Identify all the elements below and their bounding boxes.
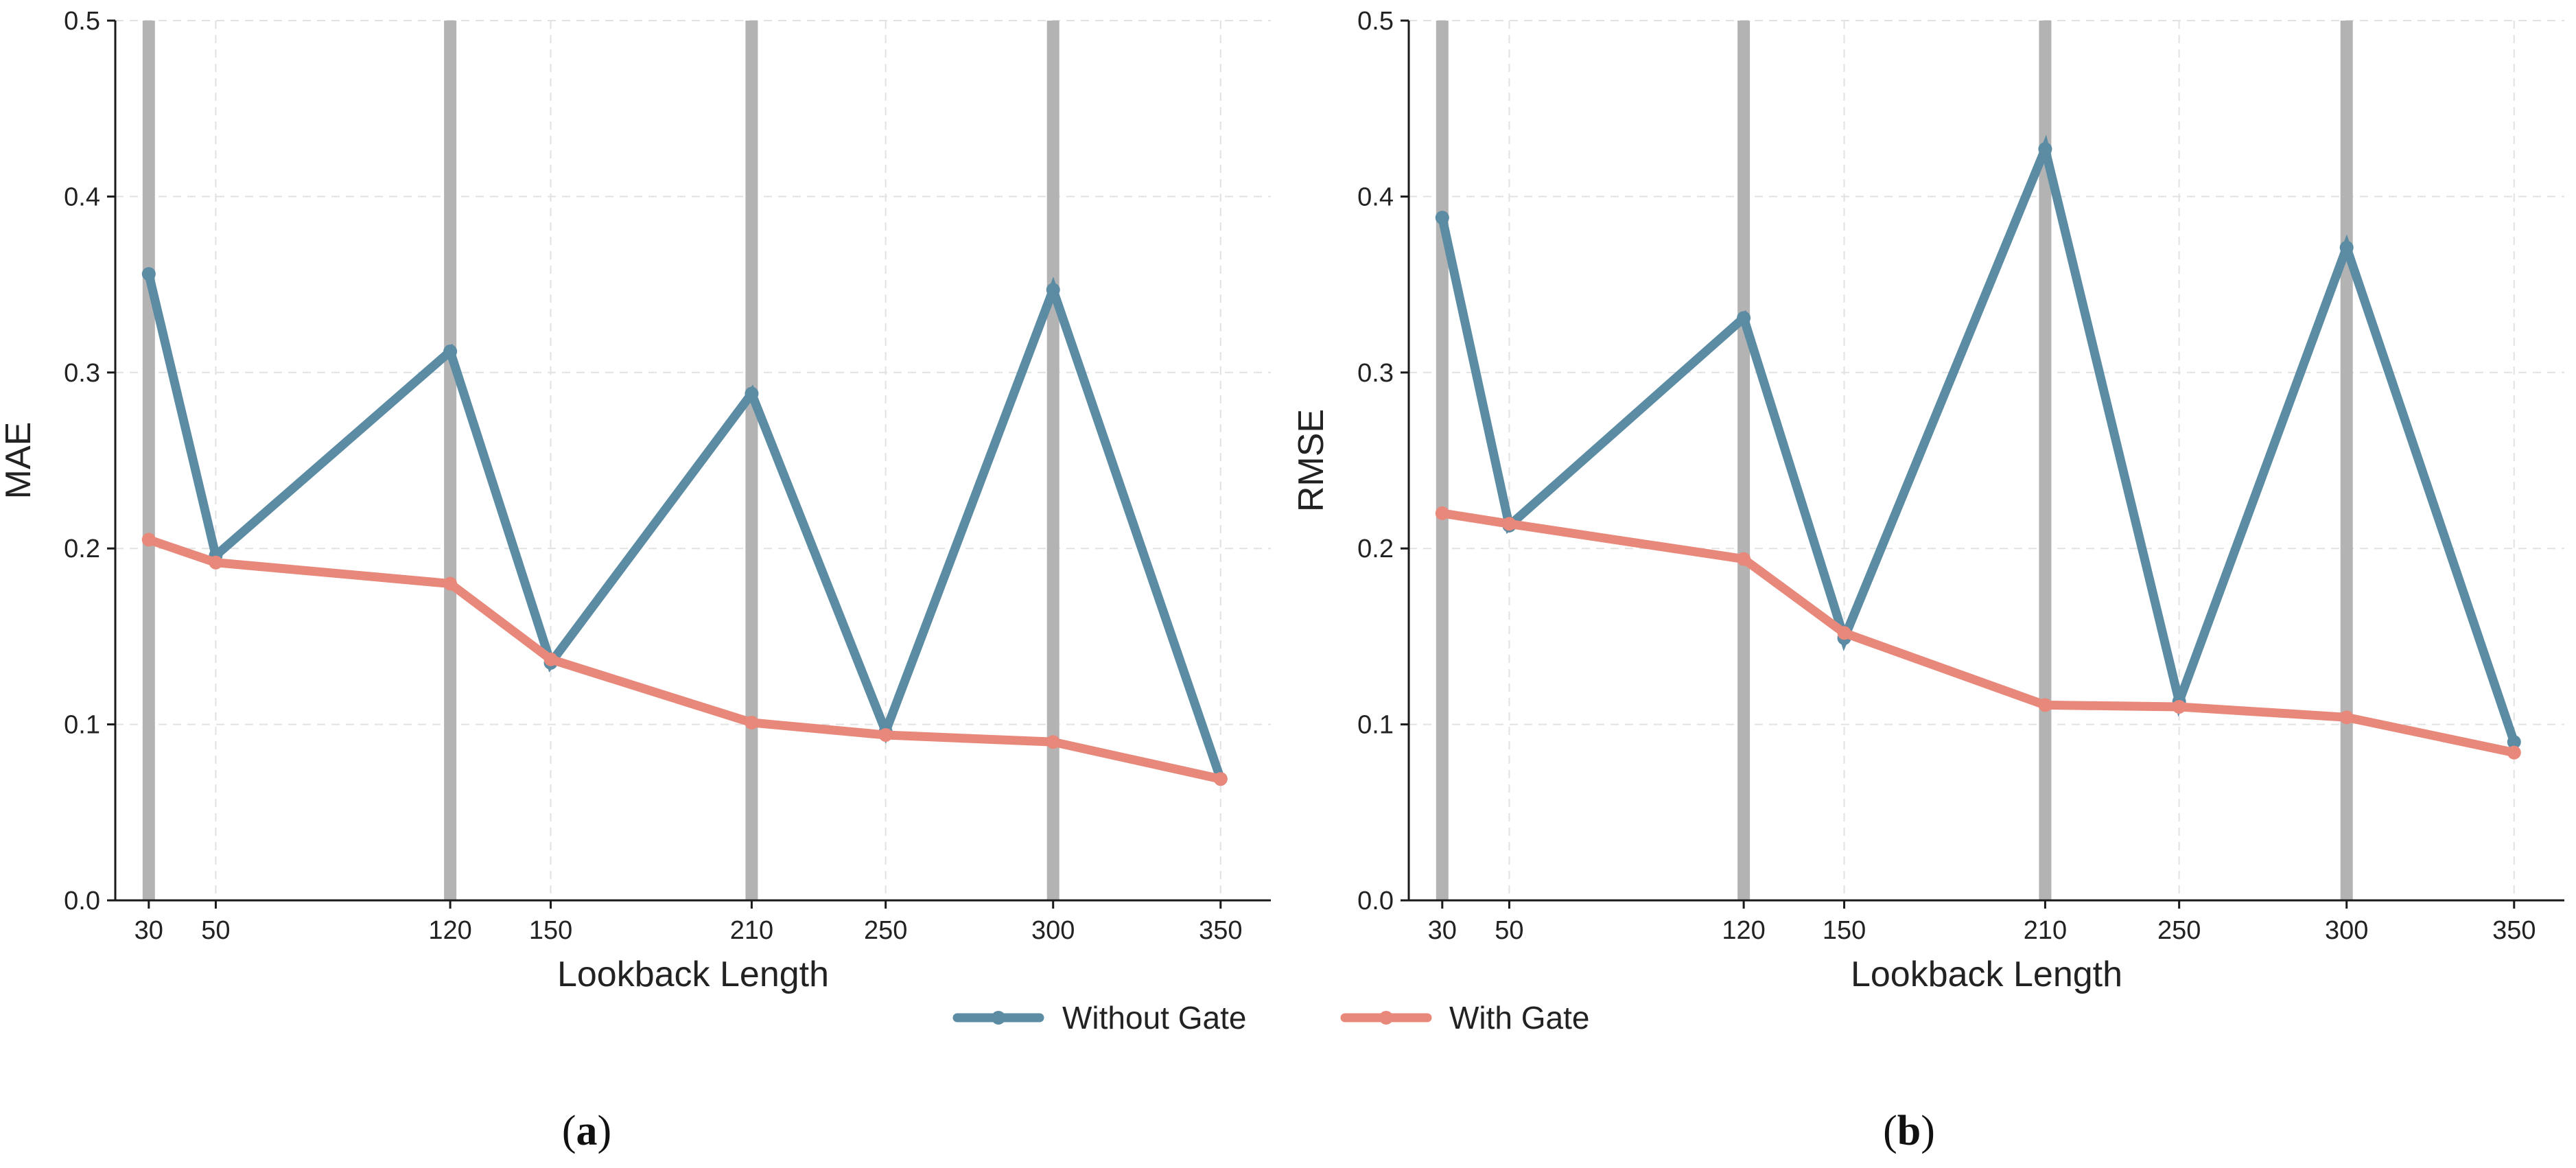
x-axis-title: Lookback Length <box>1851 955 2122 994</box>
data-point-without-gate <box>1737 311 1751 325</box>
data-point-with-gate <box>1046 735 1060 749</box>
data-point-without-gate <box>1046 283 1060 297</box>
data-point-without-gate <box>2507 735 2521 749</box>
x-tick-label: 210 <box>730 916 773 945</box>
data-point-with-gate <box>1837 626 1851 640</box>
x-tick-label: 30 <box>1428 916 1457 945</box>
y-tick-label: 0.3 <box>1357 359 1394 388</box>
y-tick-label: 0.1 <box>1357 711 1394 740</box>
data-point-without-gate <box>2339 240 2354 255</box>
data-point-with-gate <box>1737 552 1751 566</box>
series-line-without-gate <box>144 272 1225 781</box>
panel-label-b: (b) <box>1883 1108 1935 1154</box>
data-point-with-gate <box>745 716 759 730</box>
data-point-with-gate <box>141 533 156 547</box>
data-point-without-gate <box>141 267 156 281</box>
panel-label-a: (a) <box>562 1108 611 1154</box>
data-point-with-gate <box>443 576 458 591</box>
y-axis-title: RMSE <box>1291 409 1331 512</box>
data-point-without-gate <box>2038 142 2052 156</box>
x-tick-label: 250 <box>864 916 907 945</box>
y-tick-label: 0.5 <box>64 7 100 36</box>
legend-label-without-gate: Without Gate <box>1062 1000 1246 1036</box>
data-point-with-gate <box>2339 710 2354 725</box>
x-tick-label: 50 <box>201 916 230 945</box>
x-axis-title: Lookback Length <box>557 955 829 994</box>
panel-b-rmse-chart: 0.0 0.1 0.2 0.3 0.4 0.5 30 50 120 150 210 250 300 350… <box>1291 7 2564 994</box>
x-tick-label: 300 <box>1031 916 1075 945</box>
data-point-with-gate <box>2507 745 2521 760</box>
panel-a-mae-chart: 0.0 0.1 0.2 0.3 0.4 0.5 30 50 120 150 210 250 300 350… <box>0 7 1271 994</box>
x-tick-label: 300 <box>2325 916 2368 945</box>
legend-marker-with-gate <box>1379 1011 1393 1025</box>
x-tick-label: 210 <box>2024 916 2067 945</box>
x-tick-label: 350 <box>1199 916 1242 945</box>
legend: Without Gate With Gate <box>952 1000 1590 1036</box>
x-tick-label: 50 <box>1495 916 1523 945</box>
x-tick-label: 350 <box>2492 916 2536 945</box>
data-point-without-gate <box>1435 211 1449 225</box>
data-point-with-gate <box>878 727 893 742</box>
y-tick-label: 0.5 <box>1357 7 1394 36</box>
y-tick-label: 0.1 <box>64 711 100 740</box>
legend-item-with-gate: With Gate <box>1340 1000 1590 1036</box>
y-tick-label: 0.2 <box>1357 535 1394 563</box>
series-line-with-gate <box>1441 509 2516 757</box>
legend-item-without-gate: Without Gate <box>952 1000 1246 1036</box>
data-point-with-gate <box>2172 699 2186 714</box>
data-point-with-gate <box>2038 698 2052 712</box>
series-line-without-gate <box>1438 135 2518 744</box>
x-tick-label: 120 <box>428 916 471 945</box>
data-point-with-gate <box>209 555 223 570</box>
y-tick-label: 0.2 <box>64 535 100 563</box>
y-tick-label: 0.0 <box>1357 887 1394 915</box>
y-axis-title: MAE <box>0 422 38 500</box>
data-point-with-gate <box>1213 772 1228 786</box>
y-tick-label: 0.4 <box>64 183 100 211</box>
data-point-without-gate <box>443 344 458 359</box>
legend-marker-without-gate <box>992 1011 1005 1025</box>
data-point-with-gate <box>1502 517 1517 531</box>
x-tick-label: 30 <box>134 916 163 945</box>
y-tick-label: 0.0 <box>64 887 100 915</box>
series-line-with-gate <box>147 535 1222 784</box>
x-tick-label: 150 <box>1823 916 1866 945</box>
y-tick-label: 0.3 <box>64 359 100 388</box>
data-point-with-gate <box>543 652 558 666</box>
x-tick-label: 150 <box>529 916 572 945</box>
data-point-with-gate <box>1435 506 1449 520</box>
x-tick-label: 250 <box>2157 916 2201 945</box>
data-point-without-gate <box>745 386 759 401</box>
y-tick-label: 0.4 <box>1357 183 1394 211</box>
legend-label-with-gate: With Gate <box>1449 1000 1590 1036</box>
x-tick-label: 120 <box>1722 916 1765 945</box>
